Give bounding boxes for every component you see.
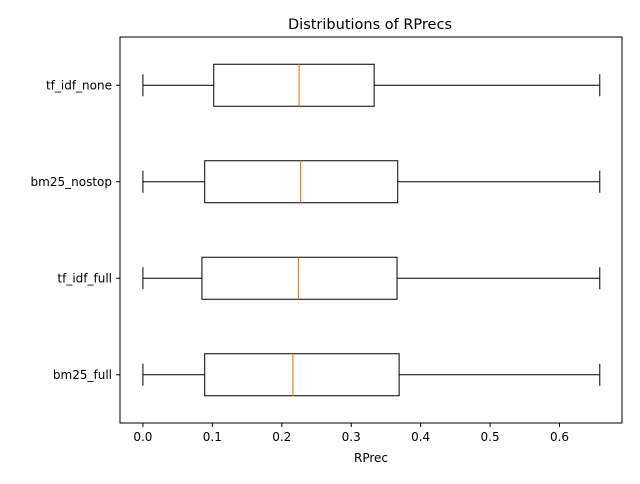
box-tf_idf_full	[142, 256, 601, 300]
box-tf_idf_none	[142, 63, 601, 107]
x-tick-label: 0.6	[550, 430, 569, 444]
x-tick-label: 0.3	[342, 430, 361, 444]
x-tick-label: 0.0	[133, 430, 152, 444]
box-bm25_nostop	[142, 160, 601, 204]
iqr-box	[204, 160, 399, 204]
x-tick-label: 0.2	[272, 430, 291, 444]
x-axis-label: RPrec	[354, 451, 388, 465]
iqr-box	[213, 63, 375, 107]
y-axis: bm25_full tf_idf_full bm25_nostop tf_idf_no…	[31, 78, 120, 382]
y-tick-label: tf_idf_full	[57, 271, 112, 285]
box-series	[142, 63, 601, 397]
y-tick-label: bm25_nostop	[31, 175, 112, 189]
x-axis: 0.0 0.1 0.2 0.3 0.4 0.5 0.6	[133, 423, 569, 444]
iqr-box	[204, 353, 400, 397]
y-tick-label: tf_idf_none	[46, 78, 112, 92]
y-tick-label: bm25_full	[53, 368, 112, 382]
plot-frame	[119, 36, 623, 424]
box-bm25_full	[142, 353, 601, 397]
x-tick-label: 0.4	[411, 430, 430, 444]
chart-title: Distributions of RPrecs	[288, 17, 452, 33]
x-tick-label: 0.5	[481, 430, 500, 444]
iqr-box	[201, 256, 398, 300]
x-tick-label: 0.1	[203, 430, 222, 444]
